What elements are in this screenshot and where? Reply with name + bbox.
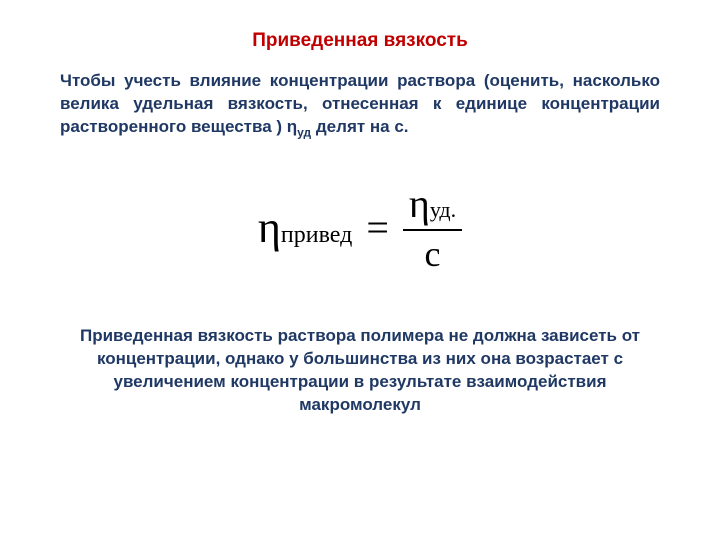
equals-sign: = (366, 204, 389, 251)
fraction: η уд. c (403, 180, 462, 275)
fraction-numerator: η уд. (403, 180, 462, 229)
para1-eta-symbol: η (287, 117, 297, 136)
paragraph-definition: Чтобы учесть влияние концентрации раство… (60, 70, 660, 140)
formula-container: η привед = η уд. c (60, 180, 660, 275)
lhs-subscript: привед (281, 222, 352, 249)
para1-eta-subscript: уд (297, 125, 311, 139)
reduced-viscosity-formula: η привед = η уд. c (258, 180, 462, 275)
formula-lhs: η привед (258, 202, 352, 253)
section-title: Приведенная вязкость (60, 30, 660, 52)
para1-text-after: делят на с. (311, 117, 408, 136)
lhs-eta: η (258, 202, 281, 253)
paragraph-conclusion: Приведенная вязкость раствора полимера н… (60, 325, 660, 417)
fraction-denominator: c (403, 229, 462, 275)
numerator-eta: η (409, 180, 430, 227)
numerator-subscript: уд. (430, 197, 456, 223)
